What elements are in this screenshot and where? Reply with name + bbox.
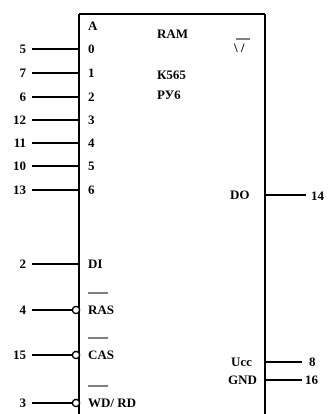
pin-number-a1: 7	[19, 65, 27, 80]
pin-number-ucc: 8	[309, 354, 316, 369]
chip-part-number: К565	[157, 67, 186, 82]
pin-number-wd-rd: 3	[19, 395, 27, 410]
pin-number-a4: 11	[13, 135, 26, 150]
pin-label-ras: RAS	[88, 302, 115, 317]
pin-number-a5: 10	[13, 158, 26, 173]
pin-label-a4: 4	[88, 135, 95, 150]
pin-label-do: DO	[230, 187, 250, 202]
inversion-bubble-wd-rd	[71, 398, 81, 408]
pin-label-a0: 0	[88, 41, 95, 56]
function-symbol: \ /	[234, 40, 245, 55]
chip-title: RAM	[157, 26, 189, 41]
pin-label-ucc: Ucc	[231, 354, 252, 369]
pin-number-a3: 12	[13, 112, 26, 127]
pin-number-ras: 4	[19, 302, 27, 317]
address-header: A	[88, 18, 98, 33]
pin-label-a1: 1	[88, 65, 95, 80]
chip-series: РУ6	[157, 87, 181, 102]
pin-number-cas: 15	[13, 347, 26, 362]
pin-label-cas: CAS	[88, 347, 115, 362]
pin-label-gnd: GND	[228, 372, 257, 387]
pin-label-a2: 2	[88, 89, 95, 104]
pin-number-a6: 13	[13, 182, 26, 197]
pin-number-do: 14	[311, 188, 324, 203]
pin-number-a0: 5	[19, 41, 27, 56]
inversion-bubble-cas	[71, 350, 81, 360]
pin-label-di: DI	[88, 256, 103, 271]
pin-number-di: 2	[19, 256, 27, 271]
pin-label-a3: 3	[88, 112, 95, 127]
pin-label-a6: 6	[88, 182, 95, 197]
pin-number-gnd: 16	[305, 372, 318, 387]
inversion-bubble-ras	[71, 305, 81, 315]
pin-number-a2: 6	[19, 89, 27, 104]
pin-label-a5: 5	[88, 158, 95, 173]
pin-label-wd-rd: WD/ RD	[88, 395, 137, 410]
